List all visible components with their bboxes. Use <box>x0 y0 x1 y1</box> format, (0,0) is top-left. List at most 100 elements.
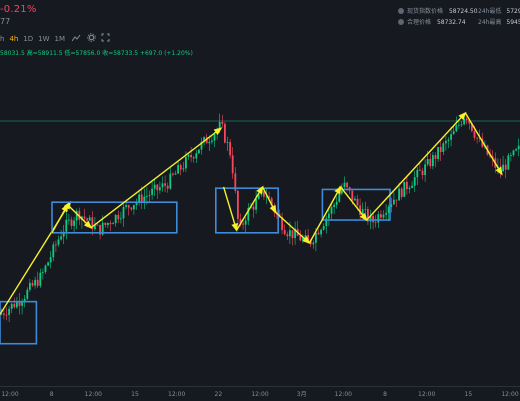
gear-icon[interactable] <box>86 33 96 42</box>
candle-body <box>395 199 398 201</box>
trend-arrow <box>366 111 467 221</box>
candle-body <box>13 303 16 308</box>
candle-body <box>512 150 515 156</box>
pattern-box <box>51 201 178 234</box>
candle-body <box>86 218 89 221</box>
candle-body <box>255 198 258 210</box>
candle-body <box>338 193 341 202</box>
candle-body <box>231 155 234 174</box>
candle-body <box>434 155 437 159</box>
candle-body <box>203 137 206 142</box>
candle-body <box>31 282 34 286</box>
timeframe-4h[interactable]: 4h <box>9 35 19 43</box>
candle-body <box>281 217 284 230</box>
candle-body <box>125 205 128 208</box>
trend-arrow <box>67 204 93 229</box>
high-value: 59456 <box>506 19 520 26</box>
candle-body <box>411 185 414 188</box>
candle-body <box>41 271 44 273</box>
candle-body <box>15 301 18 308</box>
candle-body <box>400 188 403 197</box>
info-icon <box>398 8 404 14</box>
index-price-value: 58724.50 <box>448 8 478 15</box>
candle-body <box>312 242 315 245</box>
timeframe-1w[interactable]: 1W <box>38 35 50 43</box>
candle-body <box>379 214 382 218</box>
candle-body <box>473 131 476 138</box>
chart-header: -0.21% 77 现货指数价格 58724.50 24h最低 57294 合理… <box>0 0 520 58</box>
candle-body <box>223 123 226 143</box>
candle-body <box>405 181 408 190</box>
candle-body <box>286 234 289 237</box>
candle-body <box>260 191 263 195</box>
candle-body <box>177 165 180 174</box>
candle-body <box>0 313 3 315</box>
candle-body <box>10 303 13 309</box>
candle-body <box>346 182 349 188</box>
timeframe-1d[interactable]: 1D <box>23 35 34 43</box>
trend-arrow <box>308 185 342 244</box>
candle-body <box>119 218 122 220</box>
candle-body <box>509 155 512 156</box>
pattern-box <box>321 188 391 221</box>
candle-body <box>99 224 102 235</box>
candle-body <box>364 209 367 210</box>
candle-body <box>421 170 424 176</box>
candle-body <box>62 231 65 237</box>
candle-body <box>426 159 429 165</box>
trend-arrow <box>90 127 223 229</box>
candle-body <box>218 122 221 130</box>
x-axis-line <box>0 386 520 401</box>
candle-body <box>299 235 302 241</box>
candle-body <box>213 134 216 141</box>
candle-body <box>327 213 330 219</box>
candle-body <box>288 230 291 237</box>
ohlc-readout: 58031.5 高=58911.5 低=57856.0 收=58733.5 +6… <box>0 50 193 57</box>
candle-body <box>262 191 265 197</box>
candle-body <box>104 222 107 226</box>
candle-body <box>330 207 333 214</box>
candle-body <box>44 265 47 272</box>
timeframe-h[interactable]: h <box>0 35 5 43</box>
candle-body <box>408 187 411 190</box>
indicator-icon[interactable] <box>71 34 81 42</box>
candle-body <box>452 131 455 135</box>
candle-body <box>83 216 86 219</box>
fullscreen-icon[interactable] <box>101 33 110 42</box>
header-sub-value: 77 <box>0 17 11 26</box>
candle-body <box>439 146 442 153</box>
x-tick-label: 15 <box>131 391 139 398</box>
candle-body <box>304 235 307 238</box>
candle-body <box>5 314 8 316</box>
candle-body <box>283 229 286 235</box>
candle-body <box>106 222 109 226</box>
candle-body <box>450 134 453 140</box>
candle-body <box>470 123 473 132</box>
price-change-percent: -0.21% <box>0 4 37 15</box>
candle-body <box>221 122 224 124</box>
candle-body <box>208 141 211 144</box>
candle-body <box>70 219 73 226</box>
candle-body <box>291 230 294 239</box>
trend-arrow <box>51 203 69 234</box>
candle-body <box>179 165 182 170</box>
candle-body <box>359 205 362 215</box>
candle-body <box>491 156 494 159</box>
candle-body <box>398 188 401 201</box>
candle-body <box>418 169 421 171</box>
low-value: 57294 <box>506 8 520 15</box>
pattern-overlays <box>0 111 503 345</box>
timeframe-1m[interactable]: 1M <box>54 35 66 43</box>
candle-body <box>8 308 11 315</box>
candle-body <box>309 239 312 245</box>
candle-body <box>403 181 406 197</box>
x-tick-label: 12:00 <box>251 391 268 398</box>
candle-body <box>130 207 133 210</box>
candle-body <box>57 239 60 245</box>
low-row: 24h最低 57294 <box>478 6 520 15</box>
candle-body <box>47 262 50 266</box>
candle-body <box>320 229 323 235</box>
candle-body <box>382 214 385 218</box>
x-tick-label: 8 <box>383 391 387 398</box>
